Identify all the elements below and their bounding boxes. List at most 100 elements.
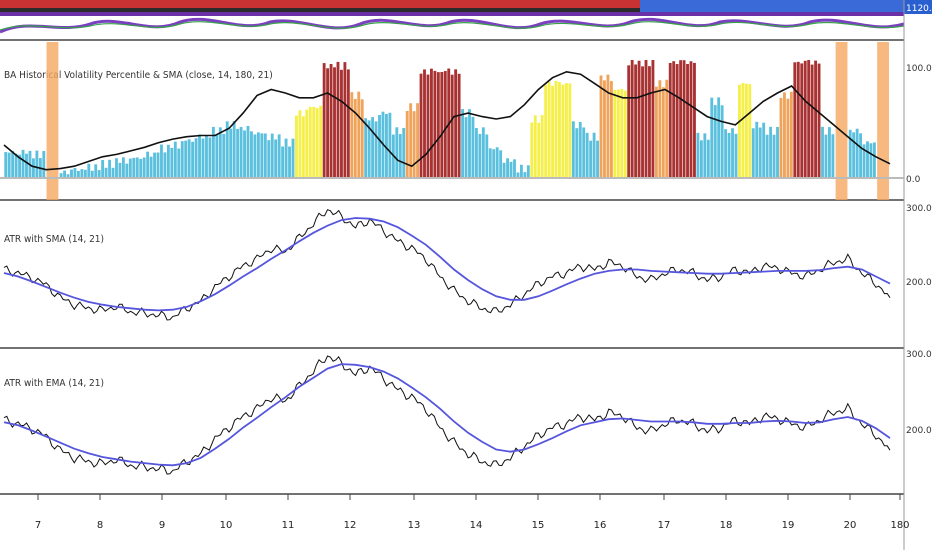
hvp-bar [554, 80, 558, 178]
hvp-bar [70, 169, 73, 178]
hvp-bar [180, 141, 184, 178]
hvp-bar [225, 121, 229, 178]
hvp-bar [627, 65, 631, 178]
hvp-bar [322, 63, 326, 178]
hvp-bar [855, 128, 859, 178]
atr-sma-line [3, 217, 891, 312]
hvp-bar [852, 132, 856, 178]
hvp-bar [243, 130, 246, 178]
hvp-bar [135, 157, 139, 178]
hvp-bar [205, 135, 208, 178]
hvp-bar [658, 80, 662, 178]
hvp-bar [160, 144, 163, 178]
hvp-bar [295, 115, 298, 178]
hvp-bar [789, 91, 793, 178]
hvp-bar [807, 60, 811, 178]
hvp-bar [73, 168, 77, 178]
hvp-pane-title: BA Historical Volatility Percentile & SM… [4, 70, 273, 81]
hvp-bar [537, 122, 541, 178]
hvp-bar [634, 64, 638, 178]
hvp-bar [513, 159, 516, 178]
hvp-bar [748, 84, 752, 178]
hvp-bar [589, 140, 593, 178]
hvp-bar [177, 148, 181, 178]
hvp-bar [315, 108, 319, 178]
hvp-bar [440, 72, 444, 178]
hvp-bar [191, 141, 195, 178]
hvp-bar [502, 162, 506, 178]
hvp-bar [869, 143, 873, 178]
hvp-bar [454, 69, 458, 178]
x-tick-label: 9 [159, 520, 165, 531]
hvp-bar [810, 64, 814, 178]
hvp-bar [111, 167, 115, 178]
hvp-bar [385, 113, 388, 178]
hvp-bar [568, 83, 572, 178]
atr-sma-axis-label-300: 300.0 [906, 204, 932, 214]
hvp-bar [108, 159, 111, 178]
x-tick-label: 18 [720, 520, 733, 531]
hvp-bar [218, 127, 222, 178]
hvp-bar [637, 60, 641, 178]
x-tick-label: 17 [658, 520, 671, 531]
hvp-bar [239, 126, 243, 178]
hvp-bar [831, 134, 835, 178]
hvp-bar [751, 128, 755, 178]
hvp-bar [215, 134, 219, 178]
hvp-bar [246, 125, 250, 178]
hvp-bar [277, 134, 281, 178]
hvp-bar [654, 86, 658, 178]
hvp-bar [713, 105, 717, 178]
hvp-bar [606, 74, 610, 178]
hvp-bar [450, 74, 454, 178]
hvp-bar [481, 127, 485, 178]
x-tick-label: 12 [344, 520, 357, 531]
hvp-bar [516, 172, 520, 178]
hvp-bar [301, 116, 305, 178]
hvp-bar [353, 98, 357, 178]
hvp-bar [724, 129, 728, 178]
hvp-bar [786, 98, 790, 178]
top-axis-badge-text: 1120.0 [906, 4, 932, 14]
hvp-bar [689, 61, 693, 179]
hvp-bar [139, 158, 143, 178]
hvp-bar [779, 97, 783, 178]
hvp-bar [582, 127, 586, 178]
hvp-bar [523, 172, 527, 178]
hvp-bar [63, 170, 66, 178]
hvp-bar [461, 109, 465, 178]
hvp-bar [603, 80, 606, 178]
x-tick-label: 7 [35, 520, 41, 531]
hvp-bar [682, 60, 686, 178]
x-tick-label: 19 [782, 520, 795, 531]
hvp-bar [357, 91, 361, 178]
hvp-bar [263, 133, 267, 178]
hvp-bar [312, 106, 316, 178]
hvp-bar [163, 152, 167, 178]
hvp-bar [693, 62, 696, 178]
hvp-bar [530, 122, 534, 178]
x-tick-label: 180 [890, 520, 909, 531]
hvp-bar [675, 64, 679, 178]
hvp-bar [329, 63, 333, 178]
hvp-bar [76, 170, 80, 178]
hvp-bar [544, 84, 548, 178]
hvp-bar [866, 141, 869, 178]
hvp-bar [14, 153, 18, 178]
atr-ema-axis-label-300: 300.0 [906, 350, 932, 360]
hvp-bar [672, 61, 676, 178]
x-tick-label: 15 [532, 520, 545, 531]
hvp-bar [630, 60, 634, 178]
hvp-bar [765, 134, 769, 178]
hvp-bar [343, 62, 347, 178]
hvp-bar [564, 83, 568, 178]
hvp-bar [741, 83, 745, 178]
hvp-bar [80, 169, 84, 178]
hvp-bar [651, 60, 655, 178]
hvp-bar [256, 132, 260, 178]
hvp-bar [211, 126, 215, 178]
hvp-bar [783, 92, 786, 178]
x-tick-label: 11 [282, 520, 295, 531]
hvp-bar [824, 134, 828, 178]
hvp-bar [696, 132, 700, 178]
